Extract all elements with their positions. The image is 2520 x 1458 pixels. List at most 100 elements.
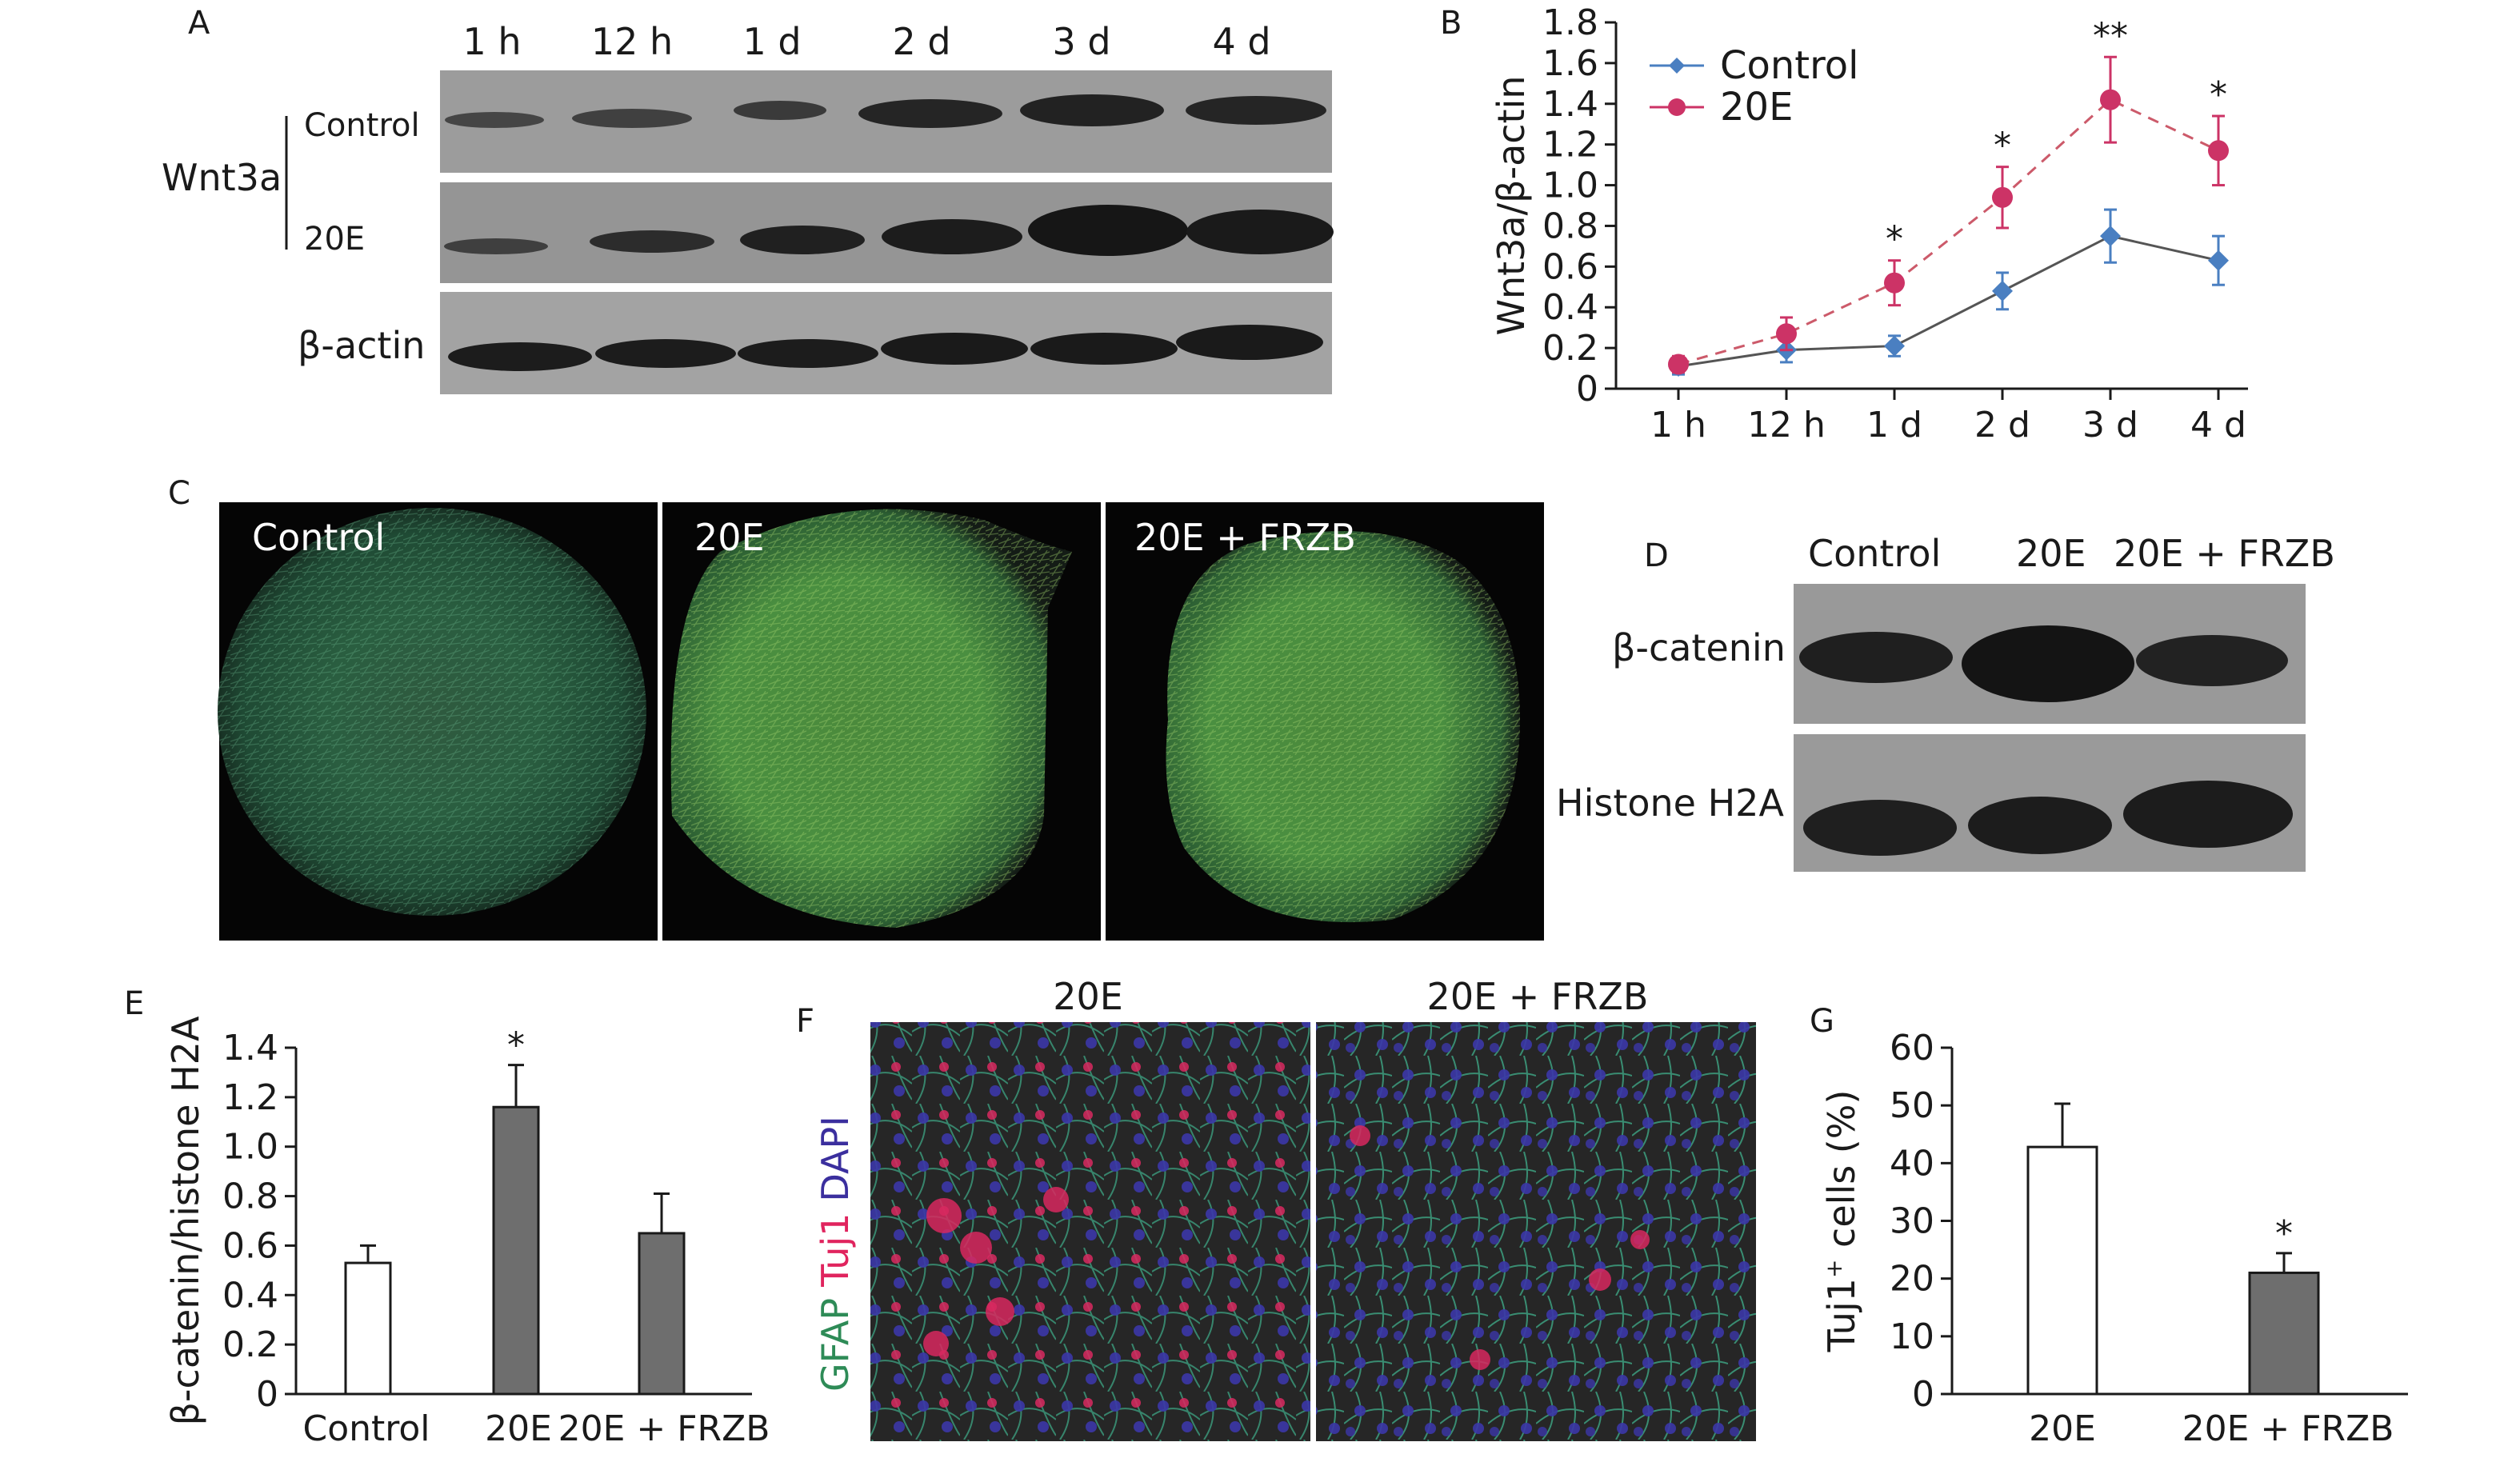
row-label-control: Control [304,107,420,144]
y-tick-label: 20 [1890,1259,1934,1300]
y-tick-label: 50 [1890,1085,1934,1126]
stain-label-tuj1: Tuj1 [814,1213,857,1288]
y-tick-label: 60 [1890,1028,1934,1069]
significance-mark: * [1994,126,2011,166]
immuno-image-20e [870,1022,1310,1441]
micrograph-control: Control [218,502,658,941]
series-line-control [1678,234,2219,368]
x-tick-label: 4 d [2190,405,2246,445]
data-point-20e [1992,186,2013,208]
image-label-20e: 20E [1053,975,1123,1018]
panel-g: G 0 10 20 30 40 50 60 20E * 20E + FRZB Tuj1+ cells… [1810,1003,2408,1449]
x-tick-label: 1 d [1866,405,1922,445]
y-tick-label: 0.6 [222,1225,278,1266]
panel-letter-e: E [124,985,144,1022]
y-tick-label: 1.4 [222,1028,278,1069]
y-tick-label: 1.0 [222,1127,278,1168]
panel-letter-d: D [1644,537,1669,574]
wnt3a-label: Wnt3a [162,156,282,199]
significance-mark: ** [2093,15,2128,56]
data-point-20e [1776,323,1797,345]
y-tick-label: 1.8 [1542,2,1598,43]
legend-label: Control [1720,43,1859,88]
time-label-3d: 3 d [1052,20,1110,63]
time-label-4d: 4 d [1212,20,1270,63]
panel-letter-a: A [188,5,210,42]
y-tick-label: 0.6 [1542,246,1598,287]
y-axis-label: β-catenin/histone H2A [164,1016,207,1425]
panel-b: B 00.20.40.60.81.01.21.41.61.8 1 h 12 h 1 d… [1440,2,2248,445]
y-axis-label-rest: cells (%) [1820,1090,1863,1260]
blot-time-labels: 1 h 12 h 1 d 2 d 3 d 4 d [462,20,1270,63]
chart-e: 0 0.2 0.4 0.6 0.8 1.0 1.2 1.4 Control * 20E 20E + F… [164,1016,770,1449]
x-tick-label: 20E [2029,1408,2096,1449]
x-tick-label: 2 d [1974,405,2030,445]
time-label-2d: 2 d [892,20,950,63]
y-tick-label: 0.2 [222,1324,278,1365]
blot-wnt3a-20e [440,182,1334,283]
row-label-beta-catenin: β-catenin [1612,626,1786,669]
y-tick-label: 0.2 [1542,328,1598,369]
x-tick-label: 3 d [2082,405,2138,445]
panel-f: F 20E 20E + FRZB GFAP Tuj1 DAPI [796,975,1756,1441]
time-label-1h: 1 h [462,20,521,63]
blot-wnt3a-control [440,70,1332,173]
bar [638,1232,686,1396]
lane-label-20e: 20E [2016,532,2086,575]
panel-letter-g: G [1810,1003,1834,1040]
y-axis-label: Tuj1+ cells (%) [1820,1090,1863,1353]
micrograph-label-20e-frzb: 20E + FRZB [1134,516,1356,559]
y-tick-label: 0 [1576,369,1598,409]
y-tick-label: 1.6 [1542,43,1598,84]
panel-d: D Control 20E 20E + FRZB β-catenin Histo… [1556,532,2335,872]
blot-beta-actin [440,292,1332,394]
y-tick-label: 0 [256,1374,278,1415]
series-line-20e [1678,98,2219,365]
svg-text:GFAPTuj1DAPI: GFAP Tuj1 DAPI [814,1116,857,1392]
significance-mark: * [507,1025,525,1066]
legend-marker-20e [1668,98,1686,116]
y-tick-label: 1.0 [1542,166,1598,206]
panel-e: E 0 0.2 0.4 0.6 0.8 1.0 1.2 1.4 Control * 20E 20E +… [124,985,770,1449]
y-tick-label: 1.2 [222,1077,278,1118]
time-label-1d: 1 d [742,20,801,63]
y-tick-label: 40 [1890,1143,1934,1184]
y-tick-label: 1.4 [1542,84,1598,125]
blot-beta-catenin [1794,584,2306,724]
x-tick-label: 1 h [1650,405,1706,445]
y-tick-label: 0.4 [1542,287,1598,328]
stain-label-gfap: GFAP [814,1298,857,1392]
panel-a: A 1 h 12 h 1 d 2 d 3 d 4 d Wnt3a Control… [162,5,1334,394]
y-tick-label: 0.4 [222,1275,278,1316]
y-tick-label: 30 [1890,1201,1934,1242]
x-tick-label: Control [302,1408,430,1449]
data-point-control [1884,335,1905,357]
chart-g: 0 10 20 30 40 50 60 20E * 20E + FRZB Tuj1+ cells (… [1820,1028,2408,1449]
chart-b: 00.20.40.60.81.01.21.41.61.8 1 h 12 h 1 d 2 … [1490,2,2248,445]
significance-mark: * [1886,219,1903,260]
x-tick-label: 12 h [1747,405,1826,445]
y-axis-label: Wnt3a/β-actin [1490,75,1533,335]
micrograph-label-control: Control [252,516,385,559]
x-tick-label: 20E [485,1408,552,1449]
data-point-control [1992,280,2013,302]
panel-c: C Control 20E 20E + FRZB [168,475,1544,941]
bar [344,1261,392,1396]
panel-letter-b: B [1440,5,1462,42]
data-point-20e [2208,140,2229,162]
data-point-control [2208,250,2229,271]
bar [2026,1145,2098,1396]
legend-label: 20E [1720,85,1793,130]
y-tick-label: 0.8 [222,1176,278,1217]
data-point-20e [1884,272,1905,294]
stain-label-dapi: DAPI [814,1116,857,1201]
legend-marker-control [1669,58,1685,74]
micrograph-label-20e: 20E [694,516,765,559]
data-point-20e [1668,354,1689,375]
data-point-20e [2100,89,2121,110]
immuno-image-20e-frzb [1316,1022,1756,1441]
y-axis-label-main: Tuj1 [1820,1278,1863,1352]
significance-mark: * [2275,1213,2293,1254]
lane-label-control: Control [1808,532,1941,575]
image-label-20e-frzb: 20E + FRZB [1427,975,1649,1018]
